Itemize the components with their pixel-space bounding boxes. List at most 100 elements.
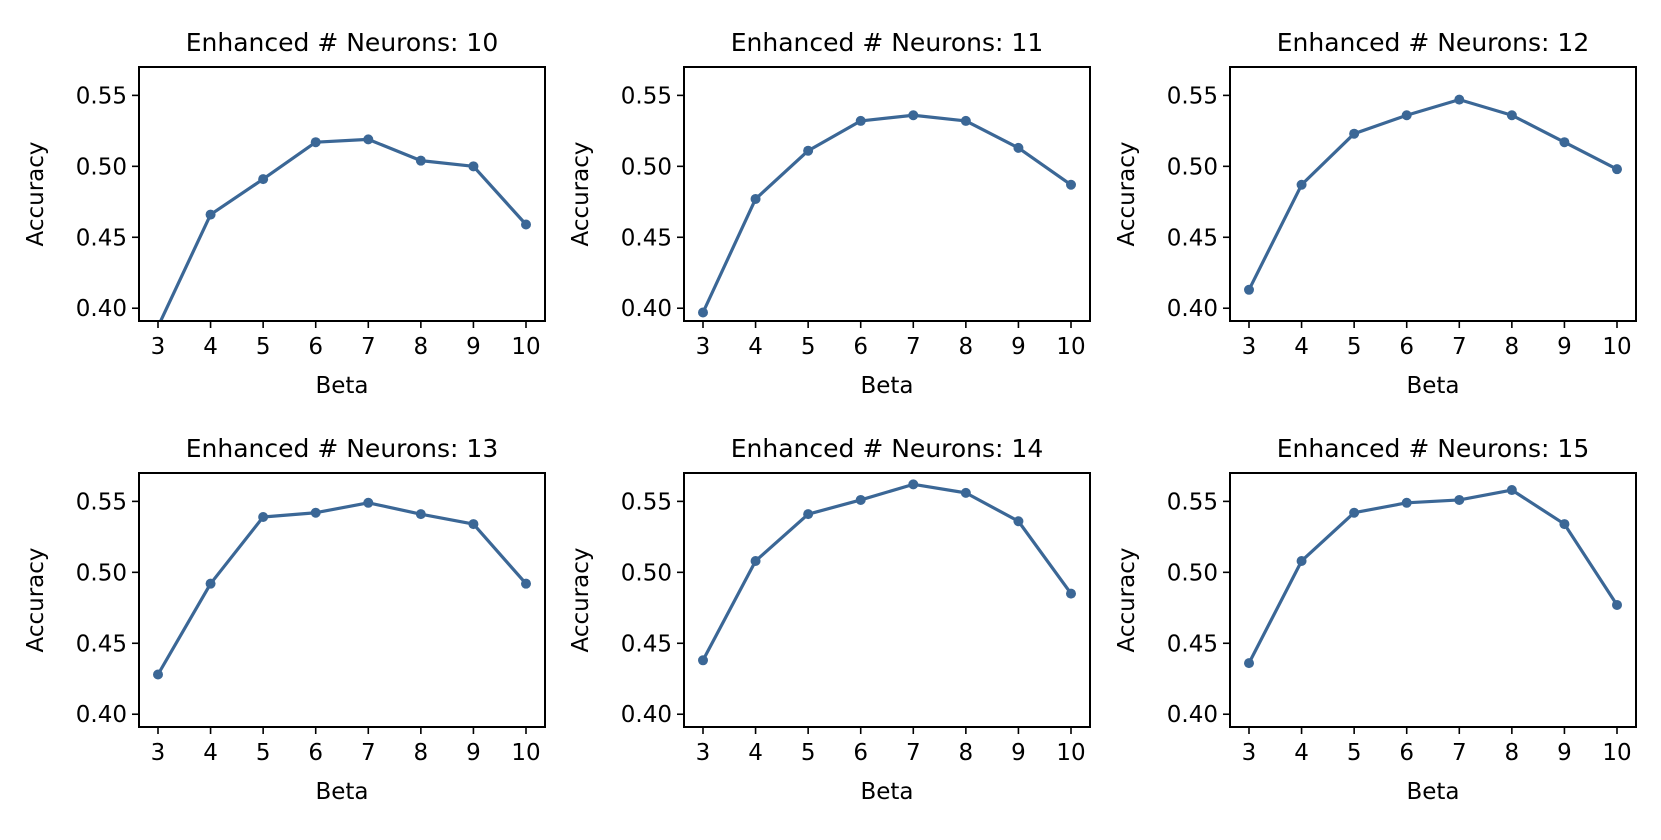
- y-tick-label: 0.45: [76, 631, 127, 657]
- y-tick-label: 0.40: [621, 702, 672, 728]
- subplot-4: Enhanced # Neurons: 13 0.40 0.45 0.50 0.55 3 4…: [23, 434, 546, 805]
- y-tick-label: 0.40: [1167, 296, 1218, 322]
- subplot-title: Enhanced # Neurons: 11: [731, 28, 1044, 57]
- data-point: [1506, 110, 1517, 121]
- subplot-title: Enhanced # Neurons: 15: [1277, 434, 1590, 463]
- data-point: [468, 519, 479, 530]
- x-tick-label: 8: [414, 740, 429, 766]
- series-line: [701, 113, 1073, 315]
- y-tick-label: 0.40: [1167, 702, 1218, 728]
- x-tick-label: 3: [696, 334, 711, 360]
- x-tick-label: 6: [853, 740, 868, 766]
- data-point: [1013, 142, 1024, 153]
- x-tick-label: 3: [696, 740, 711, 766]
- y-tick-label: 0.50: [76, 154, 127, 180]
- x-tick-label: 5: [256, 740, 271, 766]
- data-point: [1296, 555, 1307, 566]
- series: [698, 110, 1076, 318]
- y-tick-label: 0.55: [1167, 83, 1218, 109]
- x-tick-label: 10: [1056, 334, 1085, 360]
- data-point: [1401, 110, 1412, 121]
- y-tick-label: 0.50: [621, 154, 672, 180]
- x-tick-label: 9: [1011, 740, 1026, 766]
- x-tick-label: 9: [466, 740, 481, 766]
- data-point: [908, 110, 919, 121]
- series-line: [156, 501, 528, 677]
- x-tick-label: 3: [1242, 740, 1257, 766]
- y-axis-label: Accuracy: [1114, 547, 1140, 652]
- x-tick-label: 8: [414, 334, 429, 360]
- data-point: [153, 669, 163, 680]
- data-point: [205, 209, 216, 220]
- y-tick-label: 0.55: [76, 83, 127, 109]
- x-tick-label: 3: [151, 334, 166, 360]
- data-point: [855, 494, 866, 505]
- y-tick-label: 0.45: [621, 631, 672, 657]
- series-line: [1247, 98, 1619, 292]
- data-point: [1066, 179, 1076, 190]
- x-tick-label: 4: [748, 334, 763, 360]
- x-tick-label: 7: [361, 334, 376, 360]
- subplot-title: Enhanced # Neurons: 12: [1277, 28, 1590, 57]
- data-point: [310, 507, 321, 518]
- data-point: [1401, 497, 1412, 508]
- x-tick-label: 8: [959, 334, 974, 360]
- y-axis-label: Accuracy: [23, 141, 49, 246]
- x-tick-label: 10: [511, 740, 540, 766]
- subplot-6: Enhanced # Neurons: 15 0.40 0.45 0.50 0.55 3 4…: [1114, 434, 1637, 805]
- x-tick-label: 6: [308, 740, 323, 766]
- x-tick-label: 10: [1602, 740, 1631, 766]
- y-axis-label: Accuracy: [23, 547, 49, 652]
- x-tick-label: 8: [1505, 334, 1520, 360]
- y-axis-label: Accuracy: [1114, 141, 1140, 246]
- y-tick-label: 0.45: [1167, 631, 1218, 657]
- axes-frame: [138, 472, 546, 728]
- x-tick-label: 6: [1399, 334, 1414, 360]
- series-line: [701, 482, 1073, 662]
- x-tick-label: 9: [1557, 334, 1572, 360]
- x-axis-label: Beta: [860, 779, 913, 805]
- x-tick-label: 10: [511, 334, 540, 360]
- data-point: [698, 655, 708, 666]
- x-tick-label: 10: [1602, 334, 1631, 360]
- x-tick-label: 5: [1347, 740, 1362, 766]
- data-point: [468, 161, 479, 172]
- x-tick-label: 5: [256, 334, 271, 360]
- x-axis-label: Beta: [860, 373, 913, 399]
- series: [698, 479, 1076, 666]
- x-tick-label: 3: [151, 740, 166, 766]
- subplot-title: Enhanced # Neurons: 13: [186, 434, 499, 463]
- x-tick-label: 5: [801, 334, 816, 360]
- y-tick-label: 0.55: [76, 489, 127, 515]
- x-tick-label: 4: [1294, 740, 1309, 766]
- series-line: [158, 137, 528, 321]
- y-tick-label: 0.55: [1167, 489, 1218, 515]
- subplot-3: Enhanced # Neurons: 12 0.40 0.45 0.50 0.55 3 4…: [1114, 28, 1637, 399]
- data-point: [415, 155, 426, 166]
- x-axis-label: Beta: [1406, 779, 1459, 805]
- data-point: [1454, 94, 1465, 105]
- x-axis-label: Beta: [1406, 373, 1459, 399]
- y-tick-label: 0.40: [76, 296, 127, 322]
- data-point: [1612, 164, 1622, 175]
- series: [158, 134, 531, 321]
- subplot-1: Enhanced # Neurons: 10 0.40 0.45 0.50 0.55 3 4…: [23, 28, 546, 399]
- x-tick-label: 6: [1399, 740, 1414, 766]
- x-tick-label: 9: [1011, 334, 1026, 360]
- axes-frame: [683, 66, 1091, 322]
- data-point: [803, 145, 814, 156]
- x-tick-label: 7: [906, 740, 921, 766]
- subplot-title: Enhanced # Neurons: 10: [186, 28, 499, 57]
- data-point: [855, 115, 866, 126]
- data-point: [1559, 519, 1570, 530]
- x-tick-label: 8: [1505, 740, 1520, 766]
- x-tick-label: 10: [1056, 740, 1085, 766]
- data-point: [750, 555, 761, 566]
- x-tick-label: 7: [906, 334, 921, 360]
- data-point: [205, 578, 216, 589]
- data-point: [258, 511, 269, 522]
- data-point: [750, 193, 761, 204]
- data-point: [521, 219, 531, 230]
- data-point: [908, 479, 919, 490]
- x-tick-label: 7: [1452, 334, 1467, 360]
